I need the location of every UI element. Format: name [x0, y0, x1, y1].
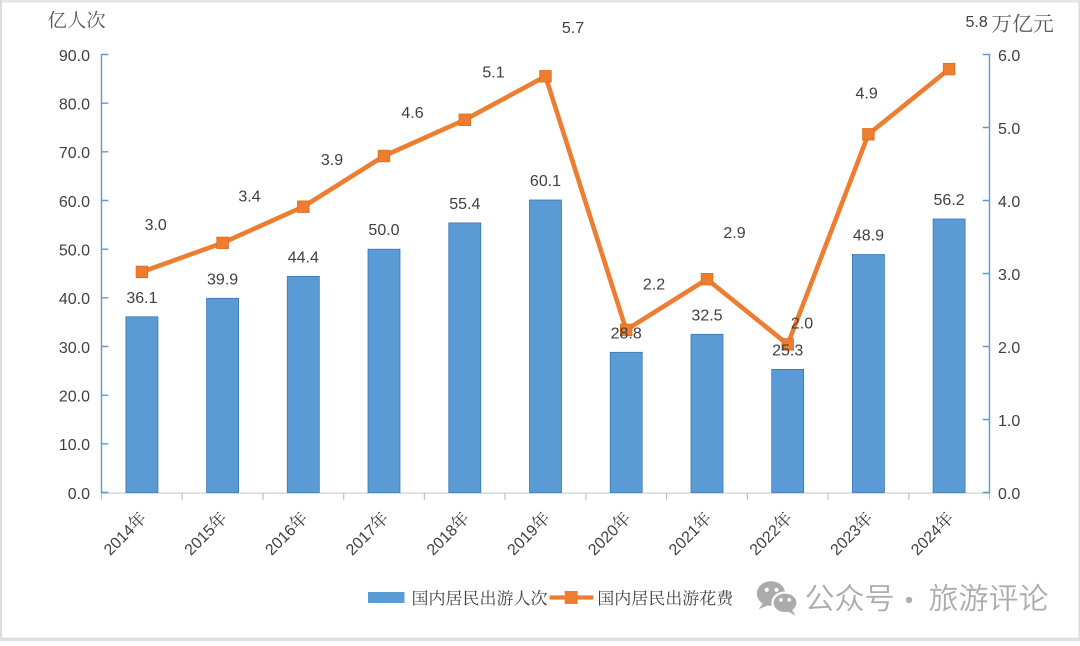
svg-text:5.0: 5.0: [998, 121, 1020, 138]
svg-text:5.8: 5.8: [965, 14, 987, 31]
svg-text:90.0: 90.0: [59, 48, 90, 65]
svg-text:60.1: 60.1: [530, 173, 561, 190]
svg-text:55.4: 55.4: [449, 196, 480, 213]
svg-text:2.9: 2.9: [723, 225, 745, 242]
svg-text:25.3: 25.3: [772, 342, 803, 359]
svg-text:5.1: 5.1: [482, 65, 504, 82]
svg-text:6.0: 6.0: [998, 48, 1020, 65]
svg-text:3.0: 3.0: [998, 267, 1020, 284]
svg-text:3.9: 3.9: [321, 152, 343, 169]
svg-text:20.0: 20.0: [59, 389, 90, 406]
svg-text:60.0: 60.0: [59, 194, 90, 211]
svg-text:4.9: 4.9: [855, 86, 877, 103]
svg-text:36.1: 36.1: [126, 290, 157, 307]
svg-text:28.8: 28.8: [611, 325, 642, 342]
svg-text:2.0: 2.0: [791, 316, 813, 333]
svg-text:39.9: 39.9: [207, 271, 238, 288]
svg-text:5.7: 5.7: [562, 20, 584, 37]
svg-text:44.4: 44.4: [288, 249, 319, 266]
svg-text:30.0: 30.0: [59, 340, 90, 357]
svg-text:48.9: 48.9: [853, 228, 884, 245]
svg-text:0.0: 0.0: [998, 486, 1020, 503]
svg-text:1.0: 1.0: [998, 413, 1020, 430]
svg-text:2.0: 2.0: [998, 340, 1020, 357]
svg-text:3.0: 3.0: [145, 217, 167, 234]
svg-text:56.2: 56.2: [934, 192, 965, 209]
svg-text:70.0: 70.0: [59, 145, 90, 162]
svg-text:2.2: 2.2: [643, 277, 665, 294]
svg-text:50.0: 50.0: [59, 243, 90, 260]
svg-text:50.0: 50.0: [368, 222, 399, 239]
svg-text:10.0: 10.0: [59, 437, 90, 454]
svg-text:40.0: 40.0: [59, 291, 90, 308]
svg-text:32.5: 32.5: [691, 307, 722, 324]
svg-text:4.6: 4.6: [401, 105, 423, 122]
svg-text:80.0: 80.0: [59, 97, 90, 114]
svg-text:4.0: 4.0: [998, 194, 1020, 211]
svg-text:3.4: 3.4: [238, 189, 260, 206]
svg-text:0.0: 0.0: [68, 486, 90, 503]
